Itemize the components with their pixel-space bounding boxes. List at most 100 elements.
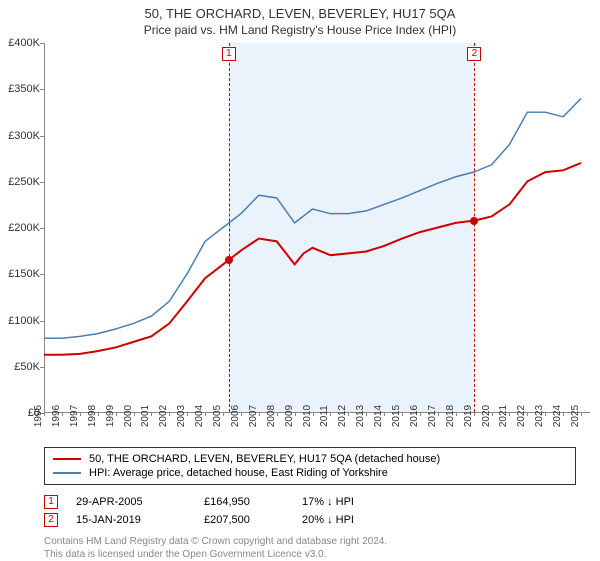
xtick-mark (116, 412, 117, 416)
ytick-mark (40, 43, 44, 44)
xtick-mark (402, 412, 403, 416)
ytick-label: £100K (8, 315, 40, 327)
legend-label: 50, THE ORCHARD, LEVEN, BEVERLEY, HU17 5… (89, 453, 440, 465)
xtick-mark (223, 412, 224, 416)
sale-marker-box: 1 (222, 47, 236, 61)
xtick-label: 2018 (445, 405, 456, 427)
xtick-mark (438, 412, 439, 416)
xtick-label: 1999 (104, 405, 115, 427)
xtick-mark (581, 412, 582, 416)
xtick-mark (187, 412, 188, 416)
xtick-label: 2014 (373, 405, 384, 427)
xtick-mark (62, 412, 63, 416)
xtick-mark (134, 412, 135, 416)
sale-pct-vs-hpi: 17% ↓ HPI (302, 496, 422, 508)
sale-marker-box: 2 (467, 47, 481, 61)
footer-attribution: Contains HM Land Registry data © Crown c… (44, 535, 576, 561)
sale-marker-line (474, 43, 475, 412)
chart-plot-area: £0£50K£100K£150K£200K£250K£300K£350K£400… (44, 43, 590, 413)
xtick-mark (313, 412, 314, 416)
xtick-label: 2001 (140, 405, 151, 427)
xtick-mark (80, 412, 81, 416)
xtick-label: 2011 (320, 405, 331, 427)
xtick-label: 1996 (51, 405, 62, 427)
xtick-label: 2003 (176, 405, 187, 427)
ytick-mark (40, 367, 44, 368)
sale-price: £207,500 (204, 514, 284, 526)
xtick-label: 2004 (194, 405, 205, 427)
footer-line-2: This data is licensed under the Open Gov… (44, 548, 576, 561)
sale-marker-dot (470, 217, 478, 225)
xtick-label: 2015 (391, 405, 402, 427)
xtick-mark (205, 412, 206, 416)
xtick-mark (527, 412, 528, 416)
xtick-mark (169, 412, 170, 416)
xtick-label: 2005 (212, 405, 223, 427)
xtick-mark (98, 412, 99, 416)
xtick-label: 2024 (552, 405, 563, 427)
xtick-mark (420, 412, 421, 416)
ytick-mark (40, 274, 44, 275)
xtick-label: 2016 (409, 405, 420, 427)
xtick-label: 2009 (283, 405, 294, 427)
legend-item: 50, THE ORCHARD, LEVEN, BEVERLEY, HU17 5… (53, 452, 567, 466)
xtick-label: 2019 (463, 405, 474, 427)
xtick-mark (456, 412, 457, 416)
ytick-label: £350K (8, 83, 40, 95)
sale-pct-vs-hpi: 20% ↓ HPI (302, 514, 422, 526)
ytick-mark (40, 182, 44, 183)
chart-subtitle: Price paid vs. HM Land Registry's House … (0, 21, 600, 43)
legend-swatch (53, 472, 81, 474)
footer-line-1: Contains HM Land Registry data © Crown c… (44, 535, 576, 548)
series-hpi (44, 98, 581, 338)
xtick-mark (44, 412, 45, 416)
ytick-label: £400K (8, 37, 40, 49)
xtick-label: 2000 (122, 405, 133, 427)
sale-price: £164,950 (204, 496, 284, 508)
xtick-mark (330, 412, 331, 416)
xtick-label: 2023 (534, 405, 545, 427)
xtick-label: 2008 (266, 405, 277, 427)
xtick-mark (563, 412, 564, 416)
xtick-label: 2021 (498, 405, 509, 427)
xtick-mark (151, 412, 152, 416)
chart-lines-svg (44, 43, 590, 412)
xtick-mark (366, 412, 367, 416)
sales-table: 1 29-APR-2005 £164,950 17% ↓ HPI 2 15-JAN-201… (44, 493, 576, 529)
xtick-mark (348, 412, 349, 416)
xtick-label: 2017 (427, 405, 438, 427)
ytick-label: £250K (8, 176, 40, 188)
xtick-mark (474, 412, 475, 416)
ytick-mark (40, 136, 44, 137)
xtick-mark (295, 412, 296, 416)
sale-date: 15-JAN-2019 (76, 514, 186, 526)
xtick-mark (241, 412, 242, 416)
legend-label: HPI: Average price, detached house, East… (89, 467, 388, 479)
xtick-label: 2002 (158, 405, 169, 427)
sale-row-marker: 1 (44, 495, 58, 509)
xtick-mark (509, 412, 510, 416)
sale-marker-dot (225, 256, 233, 264)
xtick-mark (492, 412, 493, 416)
xtick-label: 2022 (516, 405, 527, 427)
sale-row-marker: 2 (44, 513, 58, 527)
xtick-label: 2007 (248, 405, 259, 427)
xtick-label: 2006 (230, 405, 241, 427)
xtick-label: 2012 (337, 405, 348, 427)
sale-row: 2 15-JAN-2019 £207,500 20% ↓ HPI (44, 511, 576, 529)
ytick-label: £200K (8, 222, 40, 234)
ytick-label: £300K (8, 130, 40, 142)
xtick-label: 1997 (69, 405, 80, 427)
ytick-mark (40, 89, 44, 90)
xtick-label: 2013 (355, 405, 366, 427)
xtick-mark (259, 412, 260, 416)
legend-item: HPI: Average price, detached house, East… (53, 466, 567, 480)
sale-date: 29-APR-2005 (76, 496, 186, 508)
xtick-label: 2025 (570, 405, 581, 427)
sale-marker-line (229, 43, 230, 412)
ytick-mark (40, 321, 44, 322)
xtick-label: 1998 (87, 405, 98, 427)
ytick-mark (40, 228, 44, 229)
ytick-label: £50K (14, 361, 40, 373)
chart-title: 50, THE ORCHARD, LEVEN, BEVERLEY, HU17 5… (0, 0, 600, 21)
